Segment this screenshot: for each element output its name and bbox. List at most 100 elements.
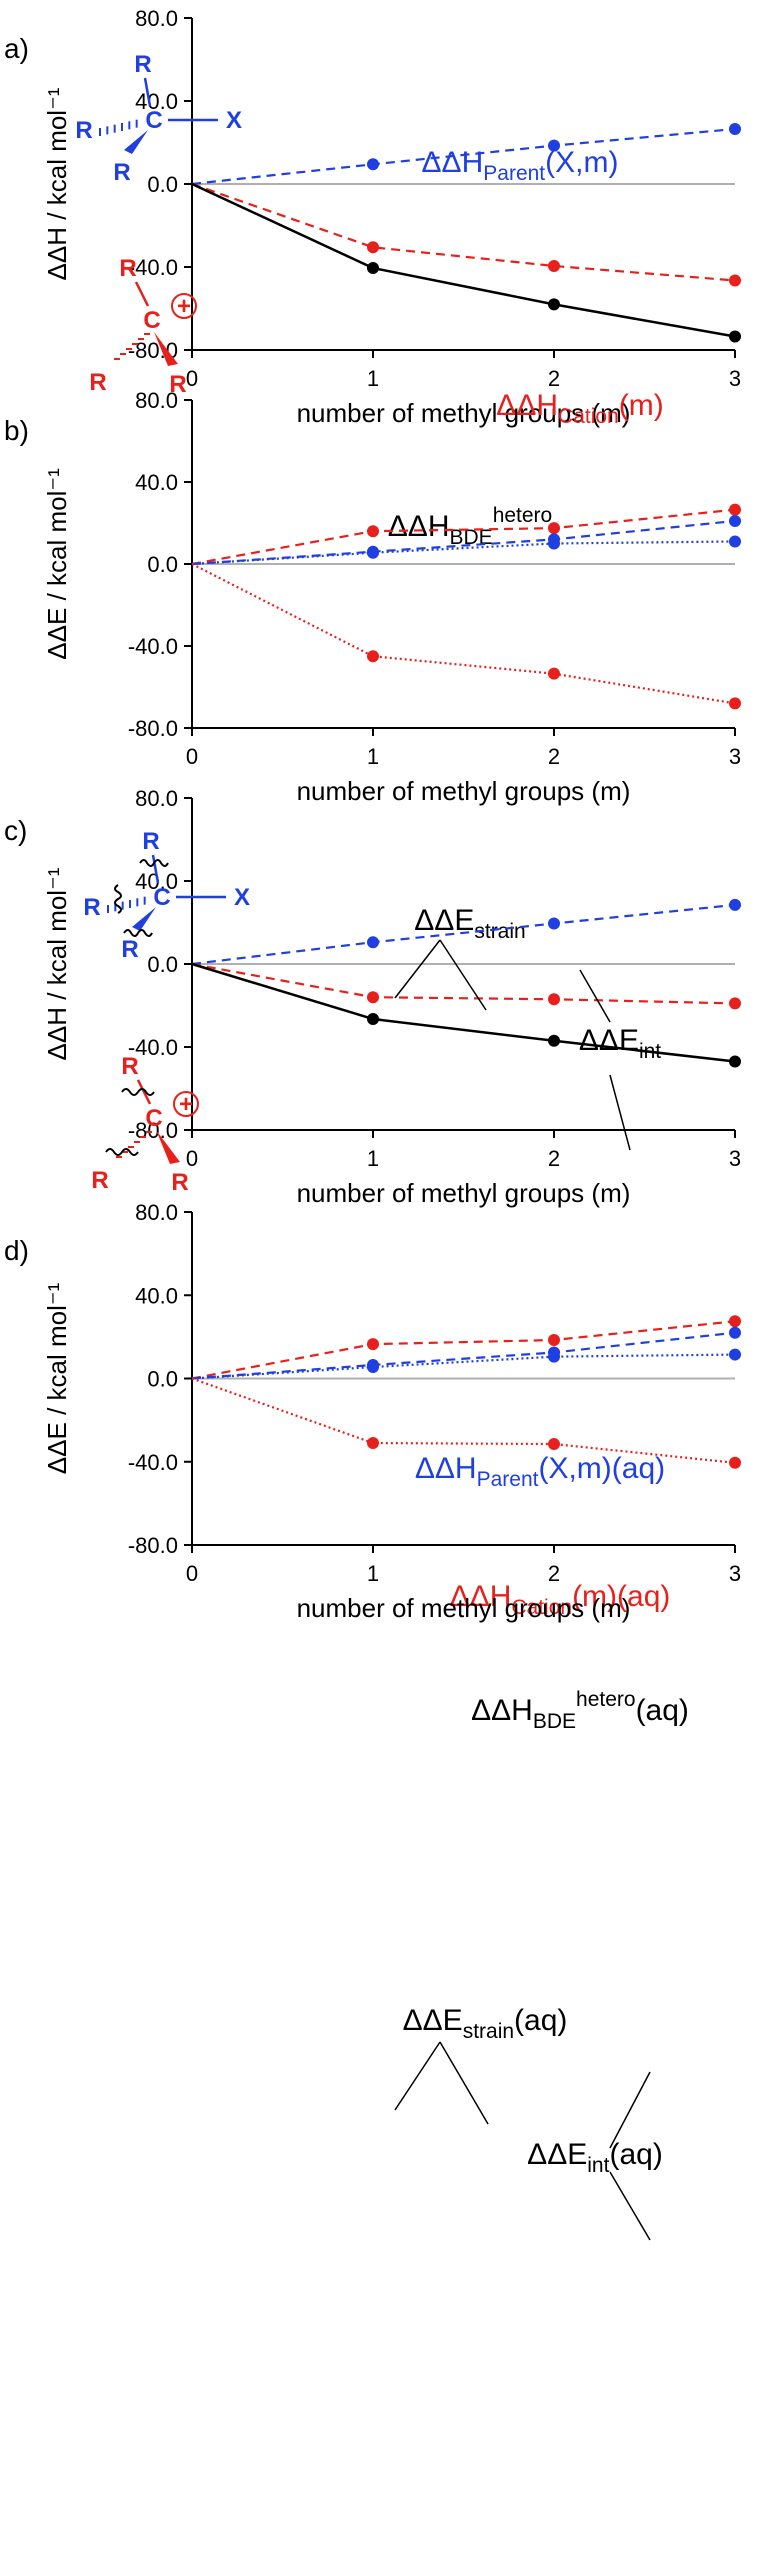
annotation: ΔΔHBDEhetero(aq) [471,1688,689,1733]
parent-molecule: RC XRR [75,51,242,186]
x-tick-label: 1 [367,366,379,391]
molecule-atom-label: R [169,371,186,398]
x-tick-label: 3 [729,744,741,769]
molecule-atom-label: R [83,894,100,921]
data-point [548,917,560,930]
x-axis-label: number of methyl groups (m) [297,776,631,806]
annotation-main: ΔΔE [527,2138,587,2171]
data-point [367,1338,379,1351]
x-axis-label: number of methyl groups (m) [297,398,631,428]
cut-wavy-line [105,1148,139,1156]
parent-molecule: RC XRR [83,828,250,963]
molecule-atom-label: C [145,107,162,134]
annotation: ΔΔHCation(m) [496,389,663,428]
data-point [729,514,741,527]
panel-d: d) 80.0 40.0 0.0 -40.0 -80.0 0 1 2 3 number of met… [4,1200,741,2177]
annotation-tail: (X,m) [545,146,618,179]
data-point [729,330,741,343]
series-line [191,182,736,338]
y-tick-label: 80.0 [135,6,178,31]
series-line [191,563,736,705]
series-line [191,1331,736,1380]
data-point [367,936,379,949]
annotation-main: ΔΔH [496,389,558,422]
data-point [548,667,560,680]
x-tick-label: 1 [367,1146,379,1171]
annotation: ΔΔEint(aq) [527,2138,663,2177]
annotation-sup: hetero [493,504,553,527]
leader-line [439,939,487,1011]
data-point [367,650,379,663]
charge-circle [173,1091,199,1117]
y-tick-label: -80.0 [128,716,178,741]
annotation-sub: strain [474,920,525,943]
annotation-sub: Parent [483,162,545,185]
molecule-atom-label: R [119,255,136,282]
leader-line [439,2041,489,2125]
x-tick-label: 3 [729,1561,741,1586]
x-tick-label: 2 [548,744,560,769]
annotation: ΔΔEstrain [414,904,525,943]
data-point [548,993,560,1006]
annotation-sub: Parent [477,1468,539,1491]
cut-wavy-line [139,859,169,867]
series-line [191,1353,736,1380]
series-line [191,127,736,186]
bond [143,77,152,107]
annotation-sub: Cation [558,405,619,428]
series-line [191,182,736,282]
molecule-atom-label: R [113,159,130,186]
y-tick-label: -40.0 [128,255,178,280]
wedge-bond [156,1130,180,1164]
data-point [729,274,741,287]
annotation-sub: int [587,2154,609,2177]
charge-plus: + [179,1091,193,1118]
panel-c: c) 80.0 40.0 0.0 -40.0 -80.0 0 1 2 3 number of met… [4,786,741,1733]
panel-label: c) [4,815,27,846]
annotation-tail: (m)(aq) [572,1580,670,1613]
data-point [548,298,560,311]
x-axis-label: number of methyl groups (m) [297,1178,631,1208]
molecule-atom-label: R [171,1169,188,1196]
y-axis-label: ΔΔE / kcal mol⁻¹ [42,1282,72,1474]
x-tick-label: 3 [729,366,741,391]
data-point [729,697,741,710]
molecule-atom-label: X [226,107,242,134]
wedge-bond [124,130,148,154]
annotation-main: ΔΔH [415,1452,477,1485]
molecule-atom-label: R [75,117,92,144]
y-tick-label: 40.0 [135,89,178,114]
data-point [367,262,379,275]
data-point [548,522,560,535]
data-point [367,1437,379,1450]
annotation-main: ΔΔH [450,1580,512,1613]
data-point [729,1326,741,1339]
data-point [548,1034,560,1047]
annotation: ΔΔHParent(X,m) [422,146,619,185]
data-point [367,991,379,1004]
annotation-tail: (aq) [636,1694,689,1727]
annotation-sup: hetero [576,1688,636,1711]
molecule-atom-label: R [91,1167,108,1194]
annotation: ΔΔHCation(m)(aq) [450,1580,671,1619]
y-tick-label: 80.0 [135,786,178,811]
wedge-bond [132,907,156,931]
charge-circle [171,293,197,319]
y-tick-label: -40.0 [128,1035,178,1060]
annotation-main: ΔΔE [414,904,474,937]
series-line [191,903,736,966]
molecule-atom-label: C [143,307,160,334]
bond [134,281,150,307]
leader-line [394,939,441,999]
y-tick-label: -40.0 [128,634,178,659]
series-line [191,1320,736,1380]
y-tick-label: -40.0 [128,1450,178,1475]
series-line [191,962,736,1005]
leader-line [609,2071,651,2149]
series-line [191,962,736,1063]
x-tick-label: 2 [548,1561,560,1586]
cation-molecule: RC+R R [89,255,197,398]
series-line [191,540,736,566]
data-point [367,525,379,538]
annotation-main: ΔΔH [471,1694,533,1727]
